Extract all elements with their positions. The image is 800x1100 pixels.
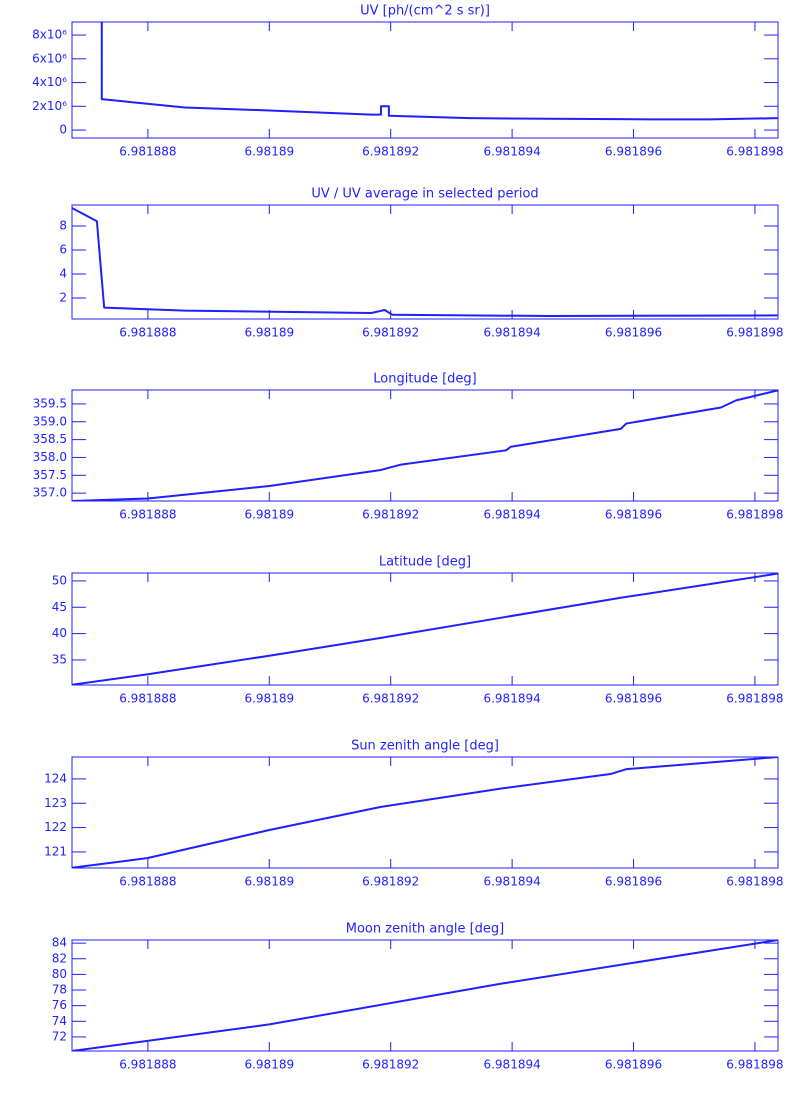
x-tick-label: 6.981898 bbox=[726, 508, 783, 522]
x-tick-label: 6.981898 bbox=[726, 692, 783, 706]
x-tick-label: 6.981896 bbox=[605, 508, 662, 522]
x-tick-label: 6.981892 bbox=[362, 1058, 419, 1072]
x-tick-label: 6.981894 bbox=[483, 875, 540, 889]
y-tick-label: 124 bbox=[44, 771, 67, 785]
y-tick-label: 357.0 bbox=[33, 486, 67, 500]
x-tick-label: 6.981896 bbox=[605, 692, 662, 706]
x-tick-label: 6.981894 bbox=[483, 145, 540, 159]
plot-frame bbox=[71, 939, 779, 1052]
x-tick-label: 6.981888 bbox=[119, 1058, 176, 1072]
plot-area bbox=[72, 390, 778, 501]
x-tick-label: 6.981888 bbox=[119, 692, 176, 706]
x-tick-label: 6.98189 bbox=[244, 1058, 294, 1072]
plot-frame bbox=[71, 21, 779, 139]
y-tick-label: 2 bbox=[59, 291, 67, 305]
plot-frame bbox=[71, 204, 779, 320]
panel-title: Sun zenith angle [deg] bbox=[351, 739, 499, 754]
y-tick-label: 6 bbox=[59, 243, 67, 257]
x-tick-label: 6.981892 bbox=[362, 145, 419, 159]
y-tick-label: 78 bbox=[52, 983, 67, 997]
plot-area bbox=[72, 207, 778, 317]
x-tick-label: 6.981892 bbox=[362, 875, 419, 889]
y-tick-label: 76 bbox=[52, 998, 67, 1012]
x-tick-label: 6.981898 bbox=[726, 326, 783, 340]
x-tick-label: 6.981898 bbox=[726, 145, 783, 159]
data-line bbox=[72, 757, 778, 868]
y-tick-label: 40 bbox=[52, 626, 67, 640]
x-tick-label: 6.981888 bbox=[119, 145, 176, 159]
y-tick-label: 357.5 bbox=[33, 468, 67, 482]
x-tick-label: 6.981896 bbox=[605, 875, 662, 889]
y-tick-label: 80 bbox=[52, 967, 67, 981]
x-tick-label: 6.98189 bbox=[244, 145, 294, 159]
y-tick-label: 359.0 bbox=[33, 414, 67, 428]
x-tick-label: 6.981896 bbox=[605, 145, 662, 159]
x-tick-label: 6.98189 bbox=[244, 875, 294, 889]
plot-area bbox=[100, 22, 778, 121]
data-line bbox=[72, 207, 778, 317]
x-tick-label: 6.981898 bbox=[726, 1058, 783, 1072]
x-tick-label: 6.981896 bbox=[605, 326, 662, 340]
y-tick-label: 0 bbox=[59, 123, 67, 137]
x-tick-label: 6.981894 bbox=[483, 692, 540, 706]
y-tick-label: 121 bbox=[44, 844, 67, 858]
panel-title: Moon zenith angle [deg] bbox=[346, 922, 504, 937]
plot-area bbox=[72, 940, 778, 1051]
plot-frame bbox=[71, 572, 779, 686]
data-line bbox=[100, 22, 778, 121]
y-tick-label: 358.5 bbox=[33, 432, 67, 446]
x-tick-label: 6.981898 bbox=[726, 875, 783, 889]
x-tick-label: 6.98189 bbox=[244, 508, 294, 522]
y-tick-label: 4x10⁶ bbox=[32, 75, 67, 89]
y-tick-label: 6x10⁶ bbox=[32, 51, 67, 65]
y-tick-label: 2x10⁶ bbox=[32, 99, 67, 113]
y-tick-label: 72 bbox=[52, 1029, 67, 1043]
x-tick-label: 6.981894 bbox=[483, 508, 540, 522]
x-tick-label: 6.981894 bbox=[483, 1058, 540, 1072]
y-tick-label: 45 bbox=[52, 600, 67, 614]
y-tick-label: 8 bbox=[59, 219, 67, 233]
plot-frame bbox=[71, 389, 779, 502]
y-tick-label: 359.5 bbox=[33, 396, 67, 410]
x-tick-label: 6.981888 bbox=[119, 508, 176, 522]
panel-title: UV / UV average in selected period bbox=[311, 187, 538, 202]
y-tick-label: 74 bbox=[52, 1014, 67, 1028]
y-tick-label: 123 bbox=[44, 796, 67, 810]
y-tick-label: 358.0 bbox=[33, 450, 67, 464]
y-tick-label: 8x10⁶ bbox=[32, 28, 67, 42]
data-line bbox=[72, 940, 778, 1051]
panel-title: Longitude [deg] bbox=[373, 372, 476, 387]
plot-area bbox=[72, 757, 778, 868]
x-tick-label: 6.981888 bbox=[119, 875, 176, 889]
x-tick-label: 6.981888 bbox=[119, 326, 176, 340]
y-tick-label: 35 bbox=[52, 652, 67, 666]
x-tick-label: 6.981892 bbox=[362, 508, 419, 522]
y-tick-label: 4 bbox=[59, 267, 67, 281]
x-tick-label: 6.981896 bbox=[605, 1058, 662, 1072]
panel-title: Latitude [deg] bbox=[379, 555, 471, 570]
y-tick-label: 50 bbox=[52, 573, 67, 587]
plot-area bbox=[72, 573, 778, 685]
x-tick-label: 6.981892 bbox=[362, 326, 419, 340]
data-line bbox=[72, 573, 778, 685]
data-line bbox=[72, 390, 778, 501]
x-tick-label: 6.981894 bbox=[483, 326, 540, 340]
panel-title: UV [ph/(cm^2 s sr)] bbox=[360, 4, 490, 19]
x-tick-label: 6.981892 bbox=[362, 692, 419, 706]
y-tick-label: 122 bbox=[44, 820, 67, 834]
x-tick-label: 6.98189 bbox=[244, 326, 294, 340]
x-tick-label: 6.98189 bbox=[244, 692, 294, 706]
y-tick-label: 84 bbox=[52, 936, 67, 950]
plot-frame bbox=[71, 756, 779, 869]
y-tick-label: 82 bbox=[52, 951, 67, 965]
